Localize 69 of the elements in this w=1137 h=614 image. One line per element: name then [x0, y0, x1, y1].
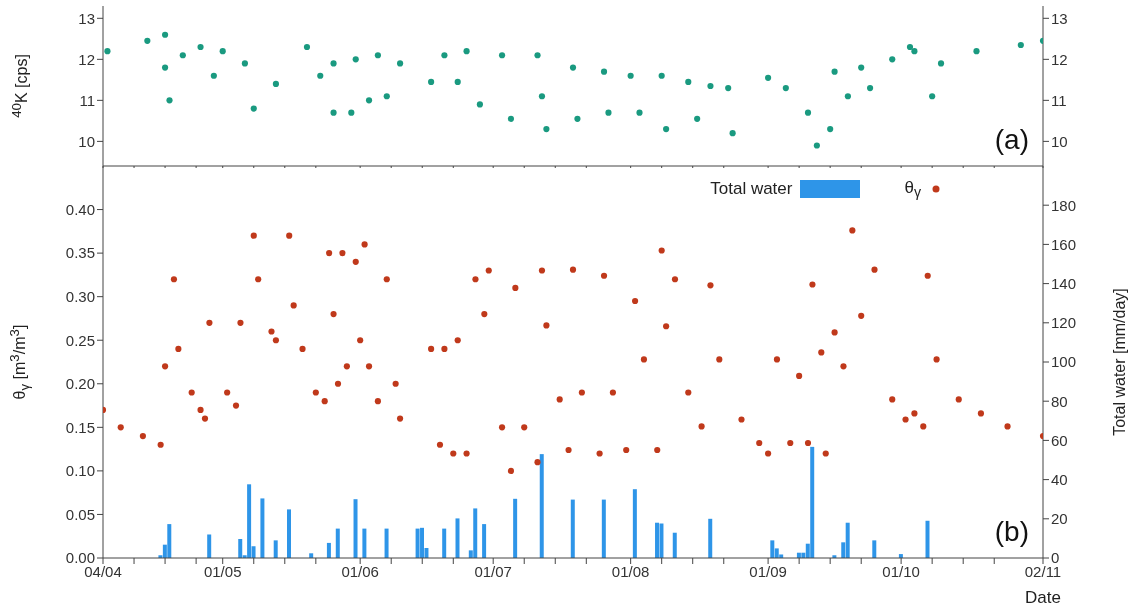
bar: [442, 528, 447, 558]
legend-label: Total water: [710, 179, 793, 200]
y-tick-label: 0.15: [65, 418, 95, 436]
y2-tick-label: 13: [1051, 9, 1068, 27]
bar: [513, 498, 518, 558]
bar: [167, 524, 172, 558]
y2-tick-label: 11: [1051, 91, 1067, 109]
bar: [770, 540, 775, 558]
bar: [659, 523, 664, 558]
y2-tick-label: 160: [1051, 235, 1077, 253]
bar: [570, 499, 575, 558]
x-tick-label: 01/05: [203, 562, 242, 580]
bar: [207, 534, 212, 558]
bar: [601, 499, 606, 558]
annotation: (a): [994, 124, 1029, 155]
bar: [632, 489, 637, 558]
y2-tick-label: 10: [1051, 132, 1068, 150]
x-tick-label: 01/07: [474, 562, 512, 580]
y-tick-label: 12: [78, 50, 95, 68]
bar: [273, 540, 278, 558]
y-tick-label: 0.40: [65, 200, 95, 218]
bar: [473, 508, 478, 558]
bar: [353, 499, 358, 558]
y-tick-label: 11: [79, 91, 95, 109]
bar: [810, 446, 815, 558]
x-tick-label: 01/09: [749, 562, 787, 580]
y-tick-label: 0.20: [65, 375, 95, 393]
y2-tick-label: 140: [1051, 274, 1077, 292]
bar: [247, 484, 252, 558]
y2-tick-label: 100: [1051, 353, 1077, 371]
y-tick-label: 0.30: [65, 287, 95, 305]
x-tick-label: 01/06: [341, 562, 379, 580]
bar: [415, 528, 420, 558]
bar: [872, 540, 877, 558]
y-tick-label: 0.35: [65, 244, 95, 262]
y2-tick-label: 40: [1051, 470, 1068, 488]
x-axis-title: Date: [1025, 588, 1061, 607]
y2-tick-label: 80: [1051, 392, 1068, 410]
bar: [326, 542, 331, 558]
bar: [287, 509, 292, 558]
x-tick-label: 01/08: [611, 562, 650, 580]
y-tick-label: 13: [78, 9, 95, 27]
bar: [708, 518, 713, 558]
bar: [260, 498, 265, 558]
bar: [672, 532, 677, 558]
bar: [845, 522, 850, 558]
bar: [539, 454, 544, 558]
y-tick-label: 0.10: [65, 462, 95, 480]
y2-tick-label: 12: [1051, 50, 1068, 68]
y-tick-label: 10: [78, 132, 95, 150]
x-tick-label: 01/10: [882, 562, 920, 580]
bar: [362, 528, 367, 558]
bar: [655, 522, 660, 558]
y2-axis-title: Total water [mm/day]: [1111, 288, 1128, 436]
bar: [455, 518, 460, 558]
bar: [335, 528, 340, 558]
bar: [482, 524, 487, 558]
bar: [925, 520, 930, 558]
y2-tick-label: 60: [1051, 431, 1068, 449]
y2-tick-label: 180: [1051, 196, 1077, 214]
y2-tick-label: 120: [1051, 314, 1077, 332]
y-tick-label: 0.25: [65, 331, 95, 349]
legend-label: θ$_{γ}$: [904, 178, 921, 201]
y-tick-label: 0.05: [65, 505, 95, 523]
annotation: (b): [994, 516, 1029, 547]
bar: [238, 538, 243, 558]
y2-tick-label: 20: [1051, 510, 1068, 528]
bar: [384, 528, 389, 558]
bar: [420, 527, 425, 558]
